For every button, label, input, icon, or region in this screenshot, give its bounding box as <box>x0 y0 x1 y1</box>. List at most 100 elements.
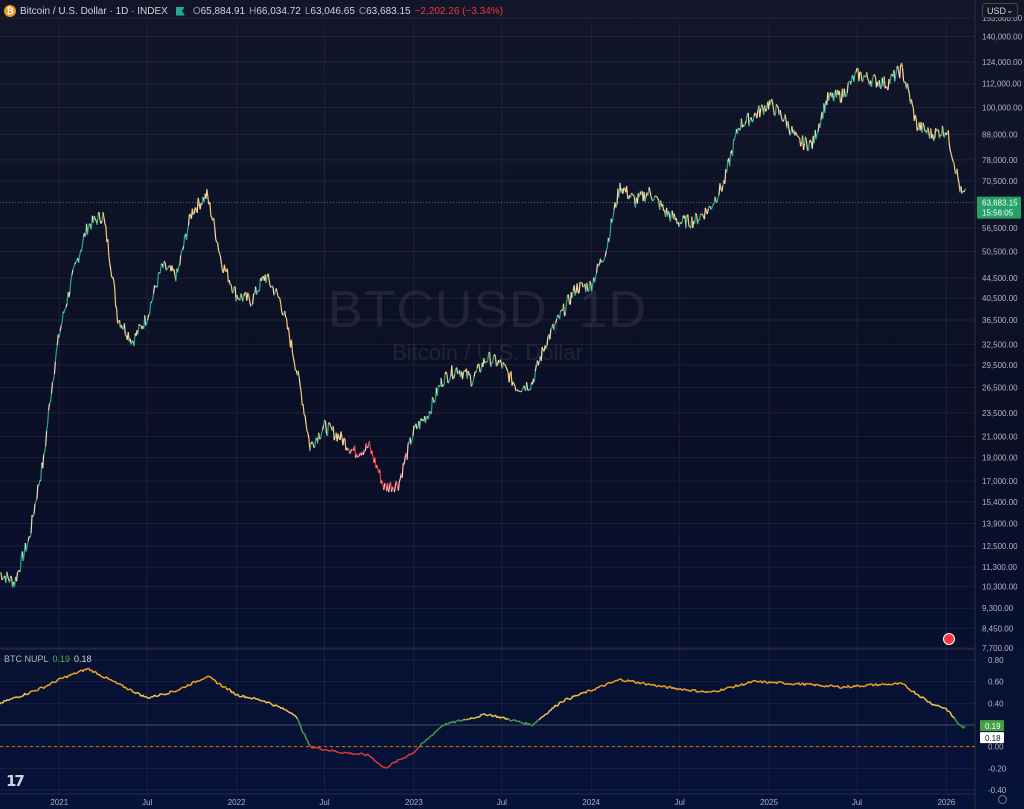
nupl-segment <box>254 697 257 700</box>
price-bar <box>337 433 340 439</box>
nupl-segment <box>362 753 365 756</box>
nupl-segment <box>270 703 273 706</box>
tradingview-logo-icon[interactable]: 17 <box>6 772 25 790</box>
nupl-segment <box>910 690 913 693</box>
price-bar <box>902 68 905 81</box>
nupl-segment <box>809 682 813 686</box>
price-bar <box>787 120 790 129</box>
price-bar <box>219 253 222 258</box>
nupl-segment <box>446 722 450 726</box>
price-bar <box>280 304 283 313</box>
settings-icon[interactable] <box>998 795 1007 804</box>
price-bar <box>889 75 892 85</box>
nupl-segment <box>232 691 236 695</box>
price-bar <box>197 197 200 204</box>
price-bar <box>717 194 720 198</box>
nupl-segment <box>621 679 625 683</box>
price-bar <box>761 104 764 108</box>
price-bar <box>782 119 785 122</box>
price-bar <box>49 402 51 404</box>
nupl-segment <box>917 694 921 698</box>
nupl-segment <box>497 715 501 719</box>
price-bar <box>64 306 67 310</box>
price-bar <box>508 372 511 383</box>
nupl-segment <box>6 698 10 702</box>
price-bar <box>167 266 170 268</box>
price-bar <box>719 183 722 190</box>
price-bar <box>324 421 328 433</box>
price-bar <box>461 371 465 380</box>
price-bar <box>390 486 394 493</box>
price-bar <box>453 374 456 379</box>
symbol-header: ₿ Bitcoin / U.S. Dollar · 1D · INDEX O65… <box>4 3 503 19</box>
nupl-segment <box>786 682 789 685</box>
price-bar <box>706 208 709 215</box>
price-bar <box>32 514 35 518</box>
nupl-segment <box>460 719 463 722</box>
nupl-segment <box>532 722 536 726</box>
nupl-segment <box>137 692 141 696</box>
nupl-segment <box>955 720 959 724</box>
nupl-segment <box>579 692 583 695</box>
price-bar <box>242 295 245 302</box>
x-tick-label: 2024 <box>582 798 600 807</box>
nupl-segment <box>248 696 252 700</box>
price-bar <box>287 327 291 338</box>
economic-event-icon[interactable] <box>943 633 955 645</box>
price-bar <box>446 373 449 384</box>
nupl-segment <box>905 686 909 690</box>
x-tick-label: 2021 <box>50 798 68 807</box>
price-bar <box>65 303 68 308</box>
nupl-segment <box>511 719 514 722</box>
nupl-segment <box>336 751 339 754</box>
nupl-segment <box>43 686 46 690</box>
price-bar <box>236 294 239 300</box>
nupl-segment <box>593 687 597 691</box>
price-bar <box>55 345 58 352</box>
price-bar <box>328 422 331 426</box>
price-bar <box>173 268 176 276</box>
ohlc-close: C63,683.15 <box>358 5 411 17</box>
symbol-title[interactable]: Bitcoin / U.S. Dollar · 1D · INDEX <box>20 5 168 17</box>
nupl-segment <box>478 714 482 718</box>
nupl-segment <box>785 682 788 685</box>
price-bar <box>457 372 460 375</box>
price-bar <box>291 352 295 359</box>
nupl-segment <box>725 686 728 690</box>
price-bar <box>595 272 598 278</box>
nupl-segment <box>518 720 521 723</box>
nupl-segment <box>578 693 581 696</box>
nupl-segment <box>371 757 374 760</box>
nupl-segment <box>892 682 896 685</box>
price-bar <box>636 193 639 204</box>
nupl-segment <box>664 685 667 688</box>
ohlc-low: L63,046.65 <box>304 5 355 17</box>
price-bar <box>576 283 579 294</box>
price-bar <box>609 218 612 234</box>
indicator-legend[interactable]: BTC NUPL 0.19 0.18 <box>4 654 92 664</box>
x-tick-label: Jul <box>497 798 507 807</box>
nupl-segment <box>424 738 428 742</box>
flag-icon[interactable] <box>175 6 185 16</box>
price-bar <box>281 311 284 316</box>
price-bar <box>451 365 454 380</box>
price-bar <box>10 575 13 579</box>
price-bar <box>303 414 306 416</box>
nupl-segment <box>180 687 183 690</box>
nupl-segment <box>315 746 319 749</box>
nupl-segment <box>521 721 524 724</box>
nupl-segment <box>756 680 759 683</box>
nupl-segment <box>423 740 427 743</box>
nupl-segment <box>672 686 676 690</box>
nupl-segment <box>206 675 209 678</box>
nupl-segment <box>528 722 531 726</box>
nupl-segment <box>159 692 163 696</box>
currency-selector[interactable]: USD ⌄ <box>982 3 1018 18</box>
nupl-segment <box>170 690 173 693</box>
price-bar <box>368 440 371 447</box>
nupl-segment <box>681 688 684 691</box>
price-bar <box>895 67 898 76</box>
price-bar <box>416 427 419 430</box>
nupl-segment <box>680 688 683 691</box>
